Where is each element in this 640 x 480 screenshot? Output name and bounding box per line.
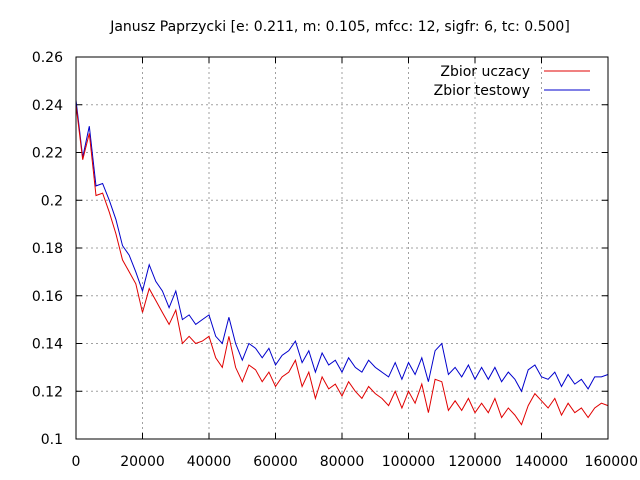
x-tick-label: 40000 xyxy=(187,454,232,470)
y-tick-label: 0.12 xyxy=(32,384,63,400)
y-tick-label: 0.16 xyxy=(32,289,63,305)
x-tick-label: 80000 xyxy=(320,454,365,470)
y-tick-label: 0.18 xyxy=(32,241,63,257)
tick-layer: 0.1 0.12 0.14 0.16 0.18 0.2 0.22 0.24 0.26 0 20000… xyxy=(32,50,638,470)
x-tick-label: 0 xyxy=(72,454,81,470)
y-tick-label: 0.1 xyxy=(41,432,63,448)
x-tick-label: 100000 xyxy=(382,454,435,470)
y-tick-label: 0.24 xyxy=(32,98,63,114)
y-tick-label: 0.22 xyxy=(32,146,63,162)
y-tick-label: 0.2 xyxy=(41,193,63,209)
legend-label: Zbior uczacy xyxy=(440,64,530,80)
y-tick-label: 0.14 xyxy=(32,337,63,353)
chart-title: Janusz Paprzycki [e: 0.211, m: 0.105, mf… xyxy=(109,19,570,35)
series-layer xyxy=(75,99,609,426)
legend-label: Zbior testowy xyxy=(434,83,530,99)
series-line-zbior-testowy xyxy=(75,99,609,393)
x-tick-label: 120000 xyxy=(448,454,501,470)
grid-layer xyxy=(76,57,608,439)
plot-frame xyxy=(75,56,609,440)
legend: Zbior uczacy Zbior testowy xyxy=(434,64,590,99)
x-tick-label: 20000 xyxy=(120,454,165,470)
y-tick-label: 0.26 xyxy=(32,50,63,66)
x-tick-label: 140000 xyxy=(515,454,568,470)
x-tick-label: 160000 xyxy=(585,454,638,470)
series-line-zbior-uczacy xyxy=(75,104,609,426)
x-tick-label: 60000 xyxy=(253,454,298,470)
